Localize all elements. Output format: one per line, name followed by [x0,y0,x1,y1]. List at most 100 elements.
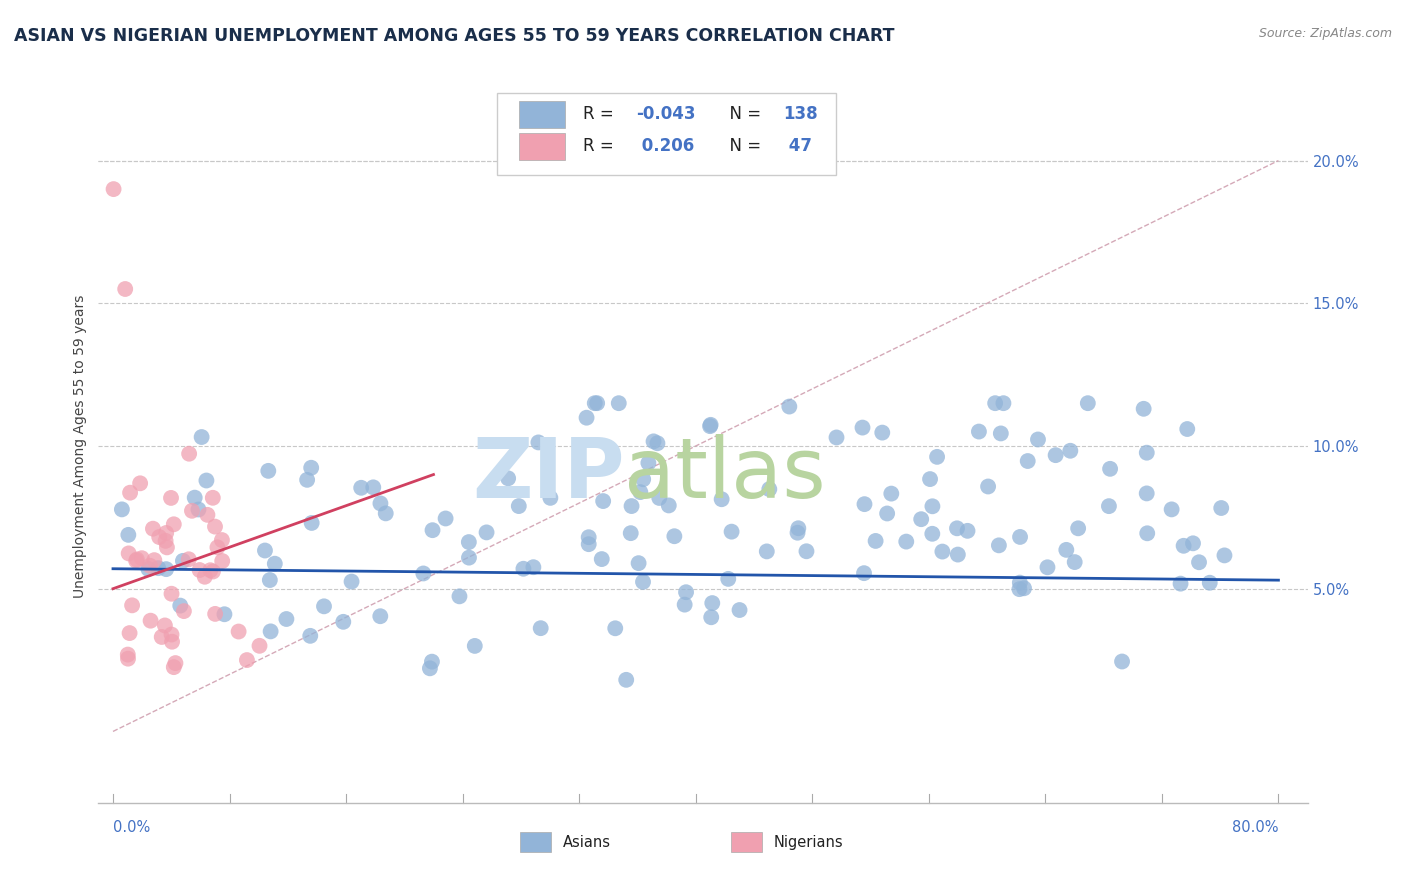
Point [880,486,903,500]
Point [921,500,943,514]
Point [710,492,733,507]
Point [160,587,183,601]
Point [458,550,481,565]
Point [967,425,990,439]
Point [700,610,723,624]
Point [508,499,530,513]
Point [1175,422,1198,436]
Point [207,541,229,555]
Point [236,653,259,667]
Point [253,543,276,558]
Point [419,661,441,675]
Text: -0.043: -0.043 [637,105,696,123]
Point [204,607,226,621]
Point [977,479,1000,493]
Point [787,521,810,535]
Point [1173,539,1195,553]
Point [1045,448,1067,462]
Point [1008,582,1031,596]
Point [211,533,233,547]
Point [631,472,654,486]
Point [786,525,808,540]
Point [628,485,651,500]
Point [183,491,205,505]
Point [374,507,396,521]
FancyBboxPatch shape [519,101,565,128]
Point [1099,462,1122,476]
Point [148,561,170,575]
Point [249,639,271,653]
Point [172,554,194,568]
Point [1059,443,1081,458]
Point [131,551,153,566]
Point [1188,555,1211,569]
Point [675,585,697,599]
Point [340,574,363,589]
Point [591,552,613,566]
Point [946,521,969,535]
Point [993,396,1015,410]
Point [755,544,778,558]
Point [530,621,553,635]
Point [420,655,443,669]
Point [1012,581,1035,595]
Point [583,396,606,410]
Point [778,400,800,414]
Point [295,473,318,487]
Point [925,450,948,464]
Text: 0.0%: 0.0% [112,820,150,835]
Point [931,544,953,558]
Point [896,534,918,549]
Point [299,629,322,643]
Point [1132,401,1154,416]
Point [177,552,200,566]
Point [449,590,471,604]
Point [259,573,281,587]
Point [946,548,969,562]
Point [627,556,650,570]
Point [586,396,609,410]
Point [1026,433,1049,447]
Point [464,639,486,653]
Point [1077,396,1099,410]
Point [1136,526,1159,541]
Point [865,533,887,548]
Point [643,434,665,449]
Point [187,502,209,516]
Point [658,499,681,513]
Point [155,562,177,576]
Point [257,464,280,478]
Point [673,598,696,612]
Point [111,502,134,516]
Point [163,517,186,532]
Point [1170,576,1192,591]
Point [990,426,1012,441]
Point [200,563,222,577]
Point [194,570,217,584]
Point [361,480,384,494]
Point [1182,536,1205,550]
Point [332,615,354,629]
Point [522,560,544,574]
Point [150,630,173,644]
Point [475,525,498,540]
Point [197,508,219,522]
Text: 80.0%: 80.0% [1232,820,1278,835]
Text: 138: 138 [783,105,817,123]
Point [1010,530,1032,544]
Point [160,634,183,648]
Point [605,621,627,635]
Point [527,435,550,450]
Point [434,511,457,525]
Point [647,436,669,450]
Point [1017,454,1039,468]
Point [637,456,659,470]
Point [114,282,136,296]
Point [987,538,1010,552]
Point [664,529,686,543]
Point [872,425,894,440]
Point [160,491,183,505]
Text: R =: R = [583,105,619,123]
Point [125,554,148,568]
Text: Nigerians: Nigerians [773,835,844,849]
